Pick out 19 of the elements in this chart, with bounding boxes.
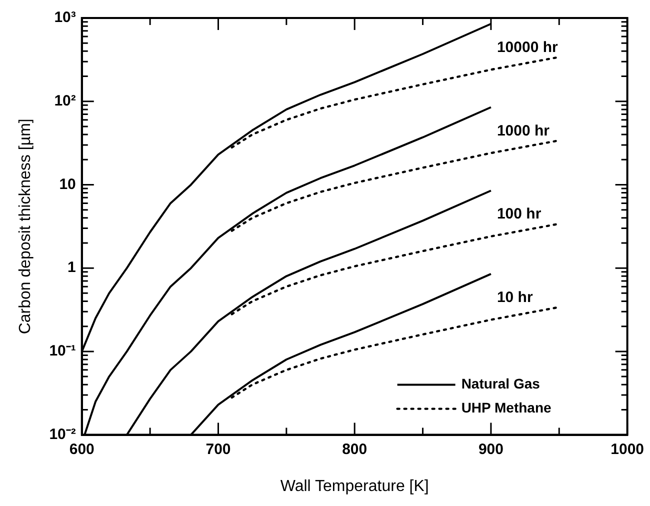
y-axis-title: Carbon deposit thickness [µm] [17, 118, 34, 334]
y-tick-label: 1 [68, 259, 76, 276]
y-tick-label: 10³ [54, 9, 76, 26]
legend-label: UHP Methane [461, 400, 552, 416]
annotation: 10000 hr [496, 39, 558, 56]
x-tick-label: 700 [206, 440, 231, 458]
x-axis-title: Wall Temperature [K] [280, 478, 429, 495]
annotation: 1000 hr [496, 122, 550, 140]
x-tick-label: 900 [478, 440, 504, 458]
x-tick-label: 1000 [610, 440, 644, 458]
annotation: 100 hr [496, 206, 542, 223]
x-tick-label: 800 [342, 440, 368, 458]
legend-label: Natural Gas [461, 376, 540, 392]
annotation: 10 hr [496, 289, 533, 306]
y-tick-label: 10⁻¹ [49, 342, 76, 360]
y-tick-label: 10² [54, 92, 76, 110]
y-tick-label: 10⁻² [49, 426, 76, 443]
x-tick-label: 600 [69, 440, 94, 458]
y-tick-label: 10 [59, 176, 76, 193]
